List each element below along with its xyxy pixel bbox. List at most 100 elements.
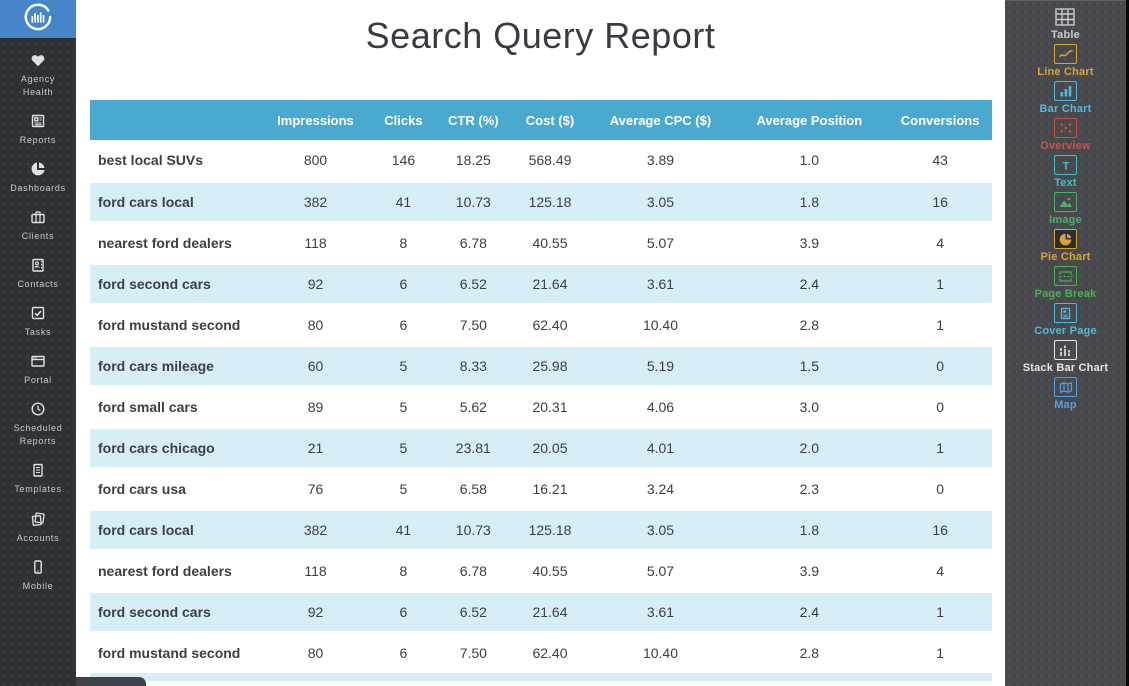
metric-cell: 125.18 (509, 507, 591, 552)
metric-cell: 5 (399, 480, 408, 497)
cover-page-icon (1054, 303, 1077, 323)
metric-cell: 18.25 (455, 151, 491, 168)
widget-item-map[interactable]: Map (1054, 377, 1077, 411)
metric-cell: 3.89 (646, 151, 675, 168)
sidebar-item-portal[interactable]: Portal (3, 352, 73, 387)
sidebar-item-accounts[interactable]: Accounts (3, 510, 73, 545)
report-document-icon (29, 112, 47, 130)
metric-cell: 5 (369, 425, 438, 470)
metric-cell: 3.9 (799, 234, 820, 251)
metric-cell: 5.07 (646, 234, 675, 251)
column-header-cost: Cost ($) (509, 100, 591, 140)
metric-cell: 382 (261, 507, 370, 552)
metric-cell: 1 (936, 316, 944, 333)
sidebar-item-mobile[interactable]: Mobile (3, 558, 73, 593)
metric-cell: 60 (261, 343, 370, 388)
metric-cell: 382 (261, 179, 370, 224)
sidebar-item-clients[interactable]: Clients (3, 208, 73, 243)
metric-cell: 80 (307, 645, 324, 662)
metric-cell: 62.40 (532, 316, 568, 333)
checkbox-icon (29, 304, 47, 322)
sidebar-item-label: Templates (14, 484, 62, 495)
table-row: best local SUVs 800 146 18.25 568.49 3.89 1.0 4… (90, 140, 992, 181)
sidebar-item-templates[interactable]: Templates (3, 461, 73, 496)
metric-cell: 8 (399, 234, 408, 251)
pie-chart-widget-icon (1054, 229, 1077, 249)
metric-cell: 1.8 (730, 507, 889, 552)
query-cell: nearest ford dealers (98, 562, 232, 579)
widget-label: Page Break (1034, 288, 1097, 300)
metric-cell: 125.18 (509, 179, 591, 224)
query-cell: ford cars mileage (90, 343, 262, 388)
widget-item-text[interactable]: T Text (1054, 155, 1077, 189)
contact-card-icon (29, 256, 47, 274)
metric-cell: 118 (304, 562, 327, 579)
sidebar-item-label: Clients (21, 231, 55, 242)
sidebar-item-contacts[interactable]: Contacts (3, 256, 73, 291)
sidebar-item-tasks[interactable]: Tasks (3, 304, 73, 339)
widget-label: Bar Chart (1039, 103, 1092, 115)
metric-cell: 10.73 (437, 507, 510, 552)
metric-cell: 2.8 (799, 645, 820, 662)
metric-cell: 76 (307, 480, 324, 497)
table-header-row: Impressions Clicks CTR (%) Cost ($) Aver… (90, 100, 992, 140)
metric-cell: 5 (369, 343, 438, 388)
metric-cell: 25.98 (509, 343, 591, 388)
widget-item-pie-chart[interactable]: Pie Chart (1040, 229, 1090, 263)
document-icon (29, 461, 47, 479)
sidebar-item-agency-health[interactable]: Agency Health (3, 51, 73, 99)
metric-cell: 2.4 (730, 589, 889, 634)
briefcase-icon (29, 208, 47, 226)
table-body: best local SUVs 800 146 18.25 568.49 3.89 1.0 4… (90, 140, 992, 673)
sidebar-item-dashboards[interactable]: Dashboards (3, 160, 73, 195)
metric-cell: 21 (261, 425, 370, 470)
metric-cell: 5.19 (590, 343, 731, 388)
metric-cell: 41 (369, 507, 438, 552)
widget-item-stack-bar-chart[interactable]: Stack Bar Chart (1023, 340, 1109, 374)
query-cell: ford mustand second (98, 316, 241, 333)
bottom-left-tab[interactable] (76, 677, 146, 686)
column-header-clicks: Clicks (369, 100, 438, 140)
metric-cell: 3.05 (590, 507, 731, 552)
widget-label: Stack Bar Chart (1022, 362, 1109, 374)
widget-label: Overview (1040, 140, 1091, 152)
widget-item-cover-page[interactable]: Cover Page (1034, 303, 1097, 337)
widget-item-table[interactable]: Table (1051, 7, 1080, 41)
sidebar-item-scheduled-reports[interactable]: Scheduled Reports (3, 400, 73, 448)
metric-cell: 2.4 (730, 261, 889, 306)
widget-label: Map (1054, 399, 1077, 411)
metric-cell: 5.62 (459, 398, 487, 415)
widget-label: Image (1049, 214, 1082, 226)
widget-item-line-chart[interactable]: Line Chart (1037, 44, 1094, 78)
app-logo[interactable] (0, 0, 76, 38)
table-row: ford cars mileage 60 5 8.33 25.98 5.19 1.5 0 (90, 343, 992, 388)
column-header-average-position: Average Position (730, 100, 889, 140)
query-cell: ford cars usa (98, 480, 186, 497)
widget-item-bar-chart[interactable]: Bar Chart (1040, 81, 1092, 115)
metric-cell: 1 (888, 261, 992, 306)
widget-item-image[interactable]: Image (1049, 192, 1082, 226)
widget-item-page-break[interactable]: Page Break (1035, 266, 1097, 300)
metric-cell: 10.73 (437, 179, 510, 224)
sidebar-item-label: Mobile (22, 580, 54, 591)
search-query-table[interactable]: Impressions Clicks CTR (%) Cost ($) Aver… (90, 100, 992, 681)
metric-cell: 6 (369, 261, 438, 306)
metric-cell: 4 (936, 234, 944, 251)
query-cell: ford cars local (90, 179, 262, 224)
metric-cell: 568.49 (528, 151, 572, 168)
column-header-impressions: Impressions (261, 100, 370, 140)
page-break-icon (1054, 266, 1077, 286)
widget-item-overview[interactable]: Overview (1040, 118, 1091, 152)
query-cell: ford second cars (90, 261, 262, 306)
metric-cell: 6.78 (459, 562, 487, 579)
metric-cell: 4 (936, 562, 944, 579)
metric-cell: 89 (307, 398, 324, 415)
table-row: ford small cars 89 5 5.62 20.31 4.06 3.0 0 (90, 386, 992, 427)
overview-dots-icon (1054, 118, 1077, 138)
sidebar-item-reports[interactable]: Reports (3, 112, 73, 147)
browser-window-icon (29, 352, 47, 370)
metric-cell: 6.78 (459, 234, 487, 251)
metric-cell: 0 (936, 398, 944, 415)
table-row: ford cars local 382 41 10.73 125.18 3.05 1.8 16 (90, 507, 992, 552)
